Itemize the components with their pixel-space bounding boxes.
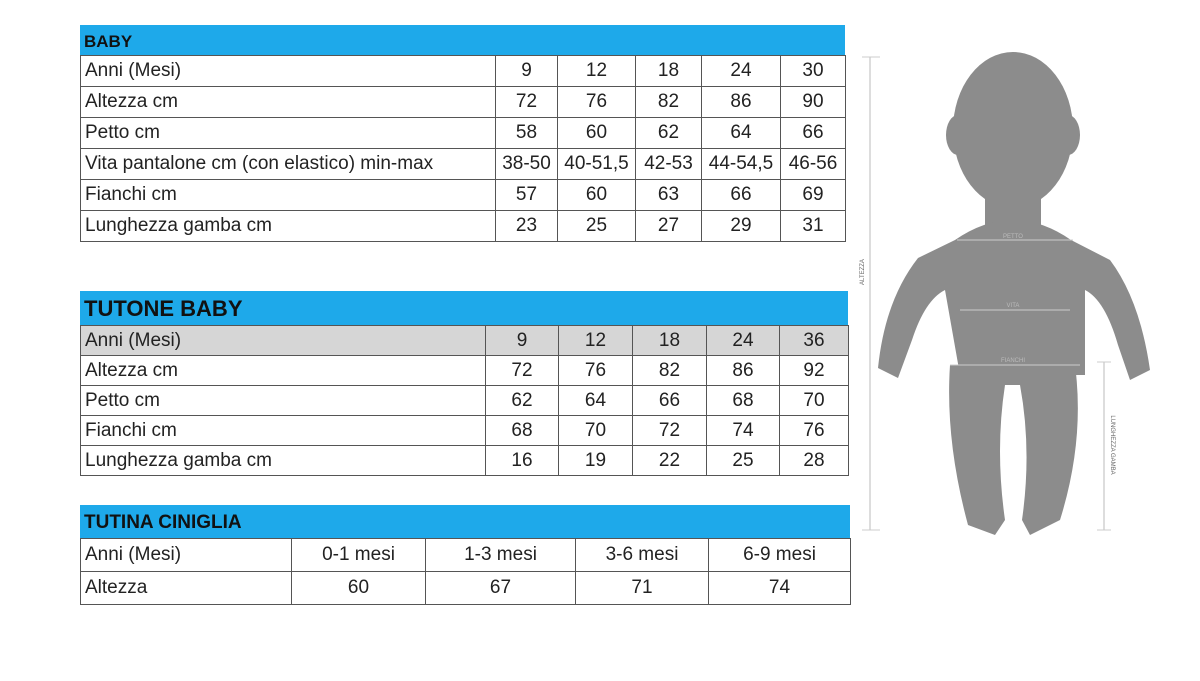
row-label: Altezza	[80, 571, 292, 605]
cell-value: 62	[485, 385, 559, 416]
cell-value: 29	[701, 210, 781, 242]
tutone-size-table: Anni (Mesi) 9 12 18 24 36 Altezza cm 72 76 82 86 92…	[80, 325, 849, 476]
table-row: Fianchi cm 68 70 72 74 76	[80, 415, 849, 446]
fianchi-label: FIANCHI	[1001, 358, 1025, 364]
table-row: Altezza cm 72 76 82 86 90	[80, 86, 846, 118]
row-label: Petto cm	[80, 117, 496, 149]
cell-value: 72	[485, 355, 559, 386]
petto-label: PETTO	[1003, 234, 1023, 240]
cell-value: 60	[557, 179, 636, 211]
cell-value: 9	[485, 325, 559, 356]
table-row: Lunghezza gamba cm 16 19 22 25 28	[80, 445, 849, 476]
vita-label: VITA	[1007, 303, 1020, 309]
cell-value: 24	[706, 325, 780, 356]
row-label: Lunghezza gamba cm	[80, 210, 496, 242]
table-row: Petto cm 62 64 66 68 70	[80, 385, 849, 416]
table-row: Anni (Mesi) 0-1 mesi 1-3 mesi 3-6 mesi 6-9 m…	[80, 538, 851, 572]
cell-value: 38-50	[495, 148, 558, 180]
row-label: Altezza cm	[80, 86, 496, 118]
cell-value: 44-54,5	[701, 148, 781, 180]
row-label: Vita pantalone cm (con elastico) min-max	[80, 148, 496, 180]
cell-value: 67	[425, 571, 576, 605]
cell-value: 66	[701, 179, 781, 211]
cell-value: 72	[632, 415, 707, 446]
cell-value: 27	[635, 210, 702, 242]
cell-value: 24	[701, 55, 781, 87]
cell-value: 57	[495, 179, 558, 211]
row-label: Altezza cm	[80, 355, 486, 386]
cell-value: 66	[632, 385, 707, 416]
baby-table-header: BABY	[80, 25, 845, 55]
cell-value: 28	[779, 445, 849, 476]
cell-value: 82	[635, 86, 702, 118]
cell-value: 19	[558, 445, 633, 476]
row-label: Anni (Mesi)	[80, 325, 486, 356]
cell-value: 63	[635, 179, 702, 211]
cell-value: 16	[485, 445, 559, 476]
table-row: Anni (Mesi) 9 12 18 24 30	[80, 55, 846, 87]
cell-value: 58	[495, 117, 558, 149]
cell-value: 42-53	[635, 148, 702, 180]
cell-value: 69	[780, 179, 846, 211]
cell-value: 25	[706, 445, 780, 476]
cell-value: 0-1 mesi	[291, 538, 426, 572]
cell-value: 66	[780, 117, 846, 149]
cell-value: 74	[706, 415, 780, 446]
cell-value: 12	[557, 55, 636, 87]
cell-value: 74	[708, 571, 851, 605]
table-row: Fianchi cm 57 60 63 66 69	[80, 179, 846, 211]
row-label: Lunghezza gamba cm	[80, 445, 486, 476]
lunghezza-gamba-label: LUNGHEZZA GAMBA	[1109, 415, 1115, 474]
tutina-table-header: TUTINA CINIGLIA	[80, 505, 850, 538]
cell-value: 86	[706, 355, 780, 386]
cell-value: 40-51,5	[557, 148, 636, 180]
baby-silhouette	[878, 52, 1150, 535]
table-row: Altezza cm 72 76 82 86 92	[80, 355, 849, 386]
table-row: Altezza 60 67 71 74	[80, 571, 851, 605]
cell-value: 30	[780, 55, 846, 87]
cell-value: 71	[575, 571, 709, 605]
cell-value: 68	[485, 415, 559, 446]
row-label: Fianchi cm	[80, 179, 496, 211]
table-row: Vita pantalone cm (con elastico) min-max…	[80, 148, 846, 180]
cell-value: 31	[780, 210, 846, 242]
tutina-size-table: Anni (Mesi) 0-1 mesi 1-3 mesi 3-6 mesi 6-9 m…	[80, 538, 851, 605]
cell-value: 60	[291, 571, 426, 605]
row-label: Anni (Mesi)	[80, 538, 292, 572]
cell-value: 3-6 mesi	[575, 538, 709, 572]
cell-value: 64	[558, 385, 633, 416]
cell-value: 92	[779, 355, 849, 386]
altezza-label: ALTEZZA	[860, 259, 866, 285]
cell-value: 64	[701, 117, 781, 149]
cell-value: 18	[632, 325, 707, 356]
cell-value: 62	[635, 117, 702, 149]
tutone-table-header: TUTONE BABY	[80, 291, 848, 325]
cell-value: 70	[558, 415, 633, 446]
baby-size-table: Anni (Mesi) 9 12 18 24 30 Altezza cm 72 76 82 86 90…	[80, 55, 846, 242]
row-label: Fianchi cm	[80, 415, 486, 446]
table-row: Petto cm 58 60 62 64 66	[80, 117, 846, 149]
cell-value: 82	[632, 355, 707, 386]
table-row: Lunghezza gamba cm 23 25 27 29 31	[80, 210, 846, 242]
row-label: Petto cm	[80, 385, 486, 416]
